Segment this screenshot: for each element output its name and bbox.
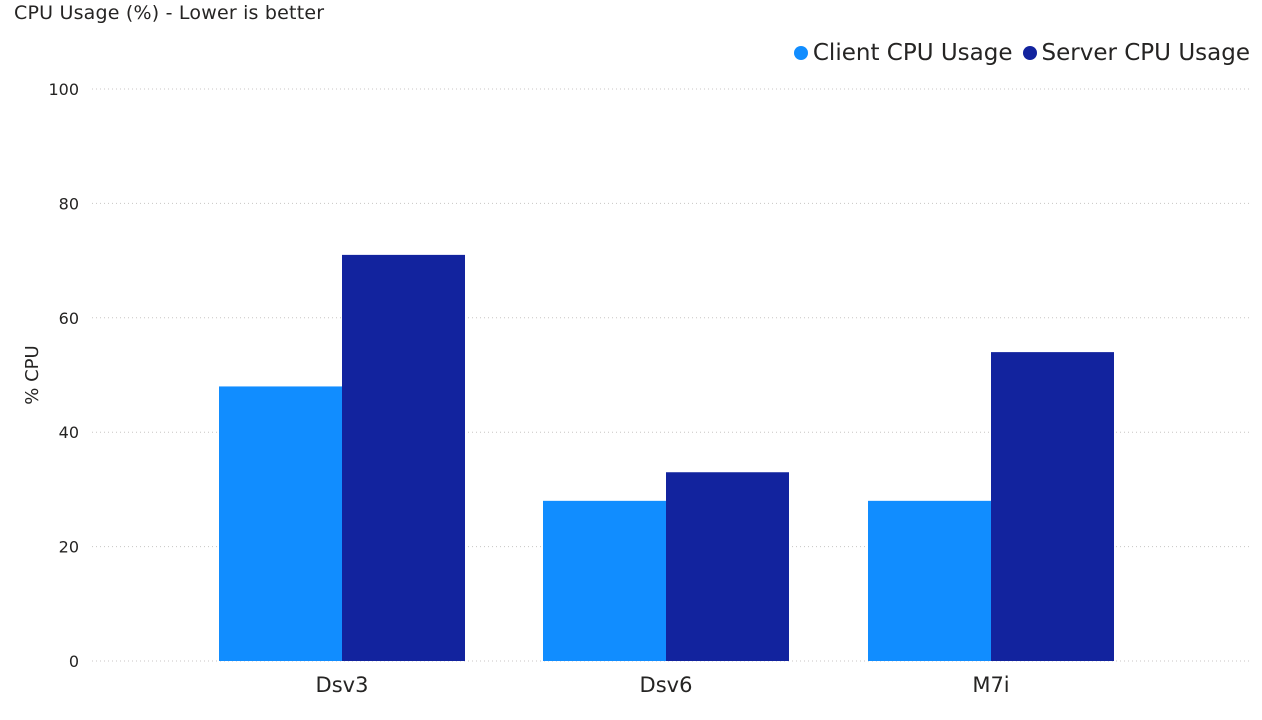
legend-item-server[interactable]: Server CPU Usage <box>1022 40 1250 66</box>
legend-swatch-server <box>1022 46 1037 60</box>
chart-title: CPU Usage (%) - Lower is better <box>14 2 325 24</box>
y-tick-label: 100 <box>48 80 79 99</box>
legend: Client CPU Usage Server CPU Usage <box>784 40 1250 66</box>
y-tick-label: 80 <box>59 194 79 213</box>
bar-dsv3-client[interactable] <box>219 386 342 661</box>
bars <box>219 254 1114 661</box>
legend-item-client[interactable]: Client CPU Usage <box>793 40 1013 66</box>
bar-dsv6-client[interactable] <box>543 500 666 661</box>
legend-label-server: Server CPU Usage <box>1041 40 1250 66</box>
y-tick-label: 0 <box>69 652 79 671</box>
legend-label-client: Client CPU Usage <box>812 40 1013 66</box>
bar-dsv3-server[interactable] <box>342 254 465 661</box>
x-category-label: Dsv6 <box>640 673 693 697</box>
y-tick-label: 60 <box>59 309 79 328</box>
y-tick-label: 40 <box>59 423 79 442</box>
bar-m7i-server[interactable] <box>991 352 1114 661</box>
x-category-label: M7i <box>972 673 1009 697</box>
y-tick-label: 20 <box>59 538 79 557</box>
bar-dsv6-server[interactable] <box>666 472 789 661</box>
y-axis-title: % CPU <box>22 345 43 404</box>
x-axis-categories: Dsv3 Dsv6 M7i <box>316 673 1010 697</box>
legend-swatch-client <box>793 46 808 60</box>
bar-m7i-client[interactable] <box>868 500 991 661</box>
y-axis-ticks: 0 20 40 60 80 100 <box>48 80 79 671</box>
x-category-label: Dsv3 <box>316 673 369 697</box>
